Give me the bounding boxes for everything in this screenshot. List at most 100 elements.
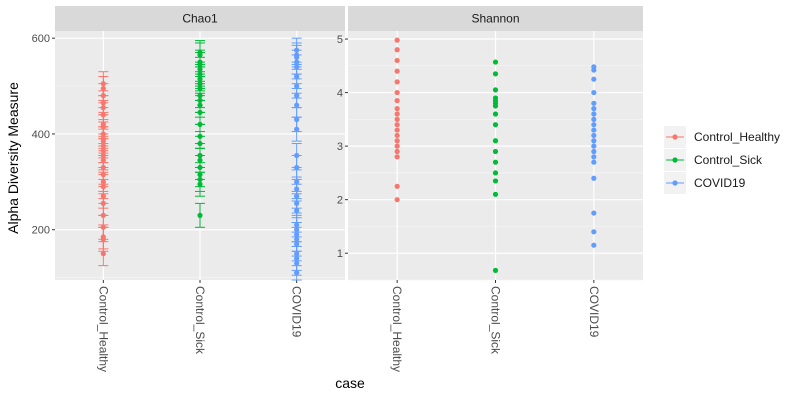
data-point [492,103,499,109]
data-point [100,81,106,87]
data-point [394,143,400,149]
data-point [294,231,300,238]
data-point [100,152,106,159]
data-point [100,224,106,230]
data-point [100,212,106,218]
data-point [394,127,400,133]
y-tick-label: 3 [337,141,343,153]
data-point [591,154,597,160]
data-point [100,112,106,118]
data-point [100,105,106,111]
data-point [591,76,597,82]
legend-label: Control_Healthy [694,130,780,144]
data-point [394,106,400,112]
data-point [100,148,106,154]
data-point [394,197,400,203]
data-point [591,159,597,165]
facet-title: Shannon [471,12,519,26]
data-point [591,138,597,144]
data-point [394,79,400,85]
data-point [100,157,106,163]
data-point [294,222,300,228]
data-point [294,116,300,123]
data-point [294,186,300,192]
x-tick-label: COVID19 [290,286,304,338]
facet-strip [55,6,345,31]
data-point [294,47,300,53]
data-point [294,241,300,247]
data-point [197,66,203,72]
y-tick-label: 200 [32,225,50,237]
data-point [591,111,597,117]
y-tick-label: 4 [337,88,343,100]
data-point [492,159,499,165]
panel-chao1: Chao1 200 400 600 Control_Healthy Control_Sic… [32,6,345,372]
data-point [591,67,597,73]
data-point [591,148,597,155]
data-point [197,157,203,163]
data-point [100,164,106,171]
data-point [197,212,203,218]
data-point [294,260,300,266]
data-point [394,148,400,155]
data-point [591,106,597,112]
data-point [492,191,499,197]
data-point [294,93,300,99]
data-point [197,140,203,147]
data-point [197,109,203,116]
y-axis-label: Alpha Diversity Measure [5,82,21,234]
data-point [100,131,106,137]
data-point [294,179,300,185]
data-point [492,148,499,155]
y-tick-label: 2 [337,195,343,207]
data-point [394,89,400,96]
data-point [492,59,499,65]
data-point [294,251,300,257]
legend-item: Control_Healthy [664,126,780,148]
data-point [294,83,300,89]
data-point [197,81,203,87]
data-point [100,200,106,206]
data-point [197,71,203,77]
data-point [394,111,400,117]
data-point [394,132,400,139]
x-tick-label: Control_Healthy [390,286,404,372]
y-tick-label: 1 [337,248,343,260]
data-point [100,93,106,99]
data-point [591,100,597,106]
data-point [394,122,400,128]
data-point [394,138,400,144]
data-point [591,122,597,128]
data-point [100,85,106,92]
data-point [294,54,300,60]
data-point [591,242,597,248]
data-point [591,127,597,133]
legend-key-point [672,180,678,186]
data-point [394,68,400,74]
data-point [394,154,400,160]
data-point [492,122,499,128]
data-point [100,100,106,106]
data-point [100,172,106,178]
data-point [100,143,106,149]
panel-shannon: Shannon 1 2 3 4 5 Control_Healthy Control_Sick C… [337,6,643,372]
facet-title: Chao1 [182,12,218,26]
data-point [197,52,203,58]
data-point [394,57,400,64]
data-point [100,193,106,199]
data-point [591,116,597,122]
data-point [492,170,499,176]
data-point [197,121,203,127]
data-point [197,93,203,99]
data-point [294,255,300,262]
data-point [294,193,300,199]
data-point [100,184,106,190]
data-point [197,61,203,68]
data-point [394,116,400,122]
data-point [294,164,300,171]
legend-key-point [672,134,678,140]
y-tick-label: 400 [32,129,50,141]
data-point [394,98,400,104]
